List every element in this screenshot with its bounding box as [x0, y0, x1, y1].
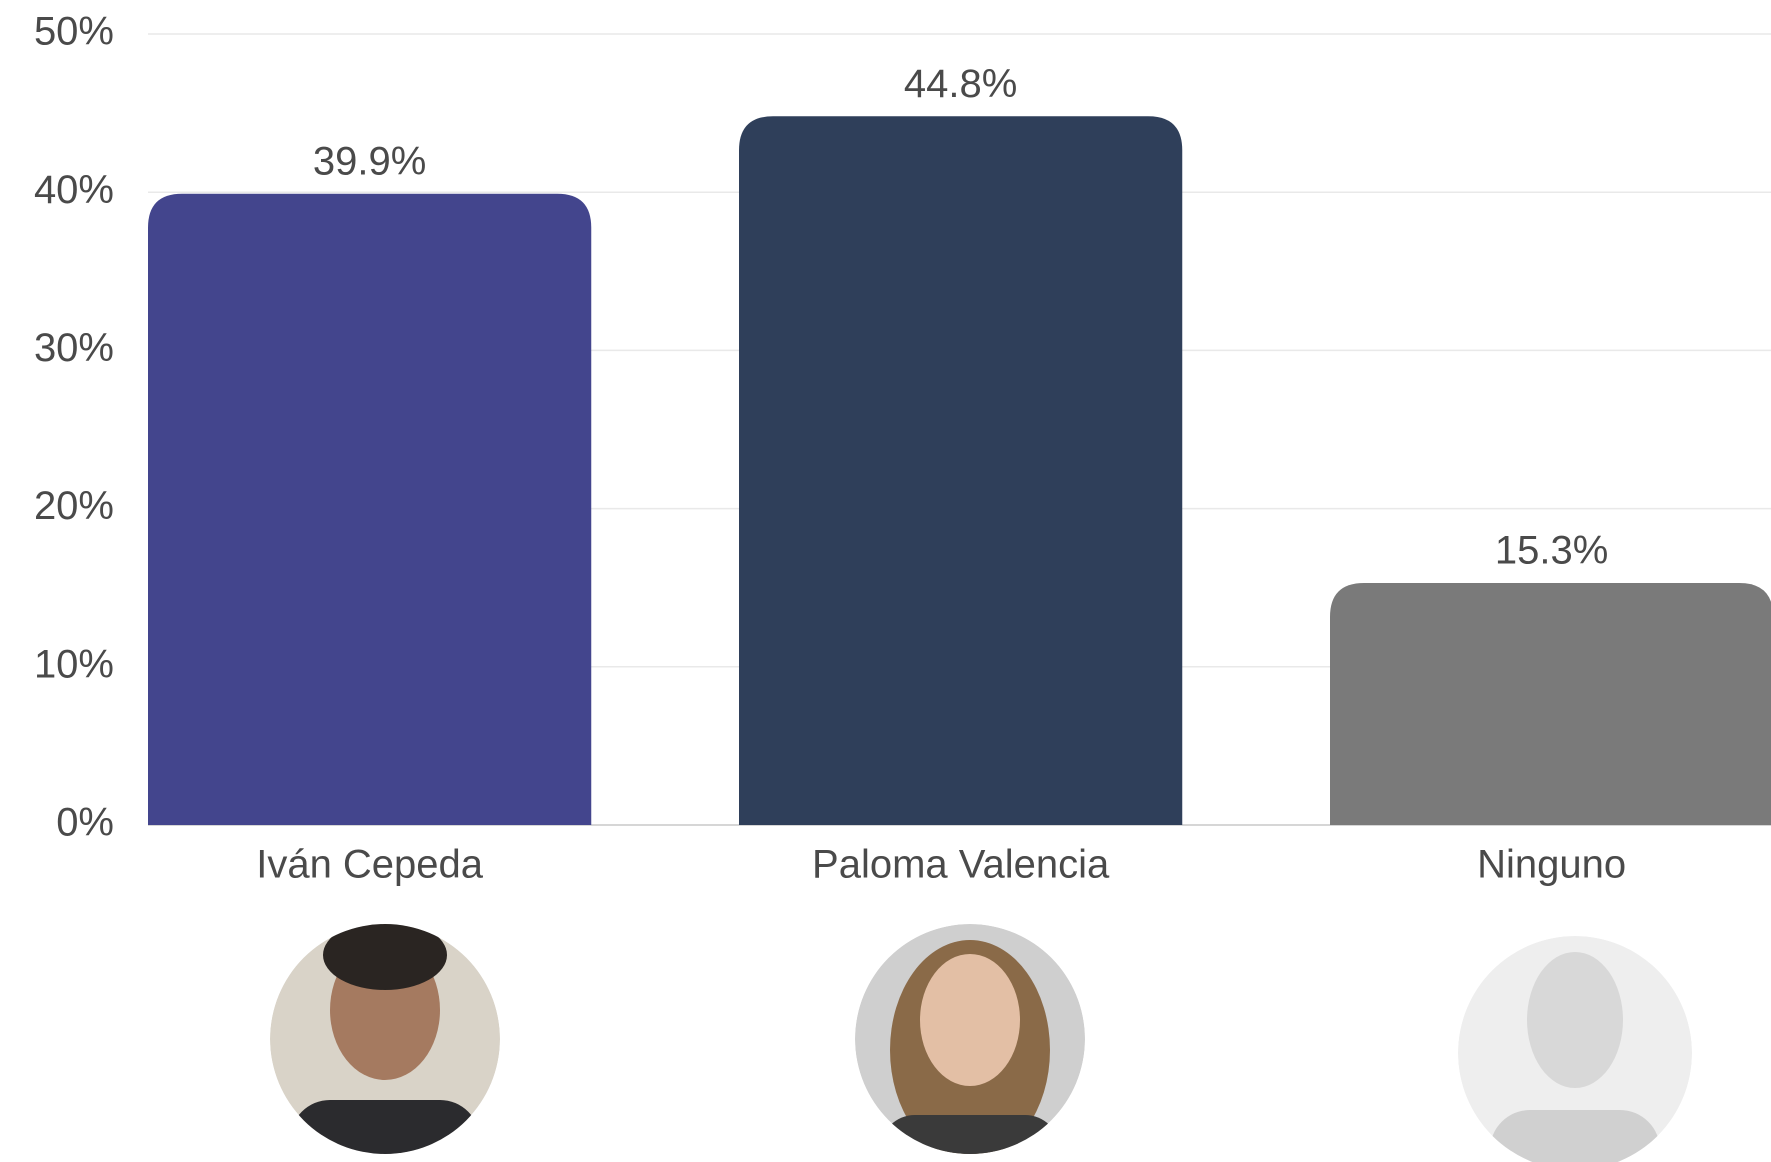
y-tick-label: 20% [34, 484, 114, 528]
y-tick-label: 40% [34, 168, 114, 212]
x-tick-label: Iván Cepeda [256, 843, 484, 887]
y-tick-label: 10% [34, 642, 114, 686]
bar [739, 116, 1183, 826]
photo [270, 924, 500, 1154]
y-tick-label: 50% [34, 10, 114, 54]
y-tick-label: 0% [56, 801, 114, 845]
y-tick-label: 30% [34, 326, 114, 370]
x-tick-label: Paloma Valencia [812, 843, 1110, 887]
bar [148, 193, 592, 826]
value-label: 44.8% [904, 62, 1017, 106]
value-label: 15.3% [1495, 529, 1608, 573]
photo [1458, 936, 1692, 1162]
value-label: 39.9% [313, 139, 426, 183]
x-tick-label: Ninguno [1477, 843, 1626, 887]
bar [1330, 582, 1771, 825]
photo [855, 924, 1085, 1154]
